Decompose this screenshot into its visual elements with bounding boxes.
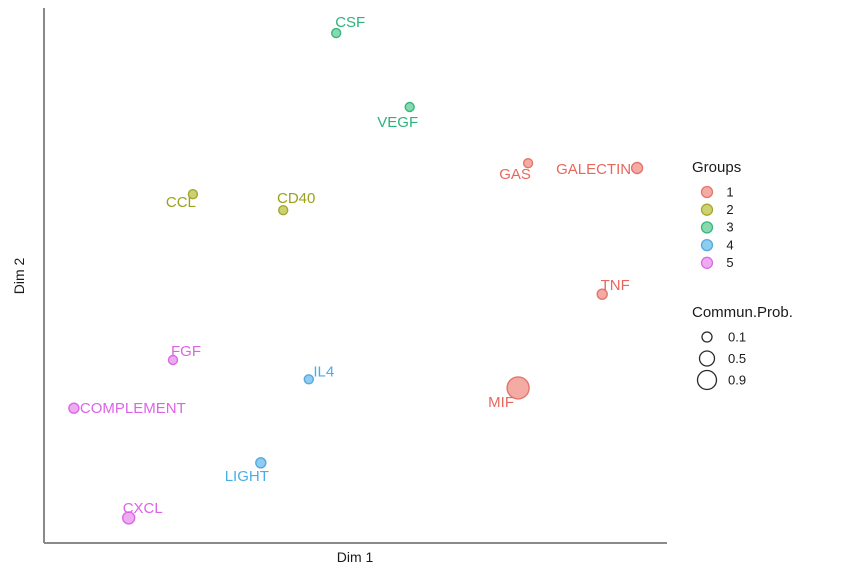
point-label-csf: CSF xyxy=(335,14,365,31)
size-label-0.9: 0.9 xyxy=(728,373,746,388)
point-label-cxcl: CXCL xyxy=(123,500,163,517)
x-axis-label: Dim 1 xyxy=(337,549,374,565)
point-label-fgf: FGF xyxy=(171,343,201,360)
point-label-tnf: TNF xyxy=(601,277,630,294)
data-points: CSF VEGF GAS GALECTIN CCL CD40 TNF FGF IL4 COMPLE… xyxy=(68,14,644,525)
group-label-2: 2 xyxy=(726,202,733,217)
groups-legend-items: 1 2 3 4 5 xyxy=(700,184,734,270)
point-label-complement: COMPLEMENT xyxy=(80,400,186,417)
point-csf xyxy=(331,27,342,39)
point-cd40 xyxy=(278,204,289,216)
group-swatch-2 xyxy=(700,203,714,216)
group-swatch-3 xyxy=(700,221,714,234)
group-swatch-1 xyxy=(700,185,714,199)
point-label-il4: IL4 xyxy=(313,363,334,380)
point-light xyxy=(255,457,267,469)
point-label-light: LIGHT xyxy=(225,468,269,485)
point-ccl xyxy=(187,188,199,200)
y-axis-label: Dim 2 xyxy=(11,258,27,295)
point-label-ccl: CCL xyxy=(166,194,196,211)
point-galectin xyxy=(630,161,644,175)
point-label-gas: GAS xyxy=(499,166,531,183)
group-swatch-4 xyxy=(700,238,714,252)
point-fgf xyxy=(167,354,179,366)
point-il4 xyxy=(303,374,314,385)
group-label-4: 4 xyxy=(726,237,733,252)
size-label-0.5: 0.5 xyxy=(728,351,746,366)
point-complement xyxy=(68,402,80,414)
size-label-0.1: 0.1 xyxy=(728,330,746,345)
point-vegf xyxy=(404,101,415,113)
size-swatch-0.9 xyxy=(696,369,718,391)
point-label-cd40: CD40 xyxy=(277,190,315,207)
point-label-galectin: GALECTIN xyxy=(556,161,631,178)
point-mif xyxy=(506,376,530,400)
groups-legend-title: Groups xyxy=(692,159,741,176)
group-label-1: 1 xyxy=(726,184,733,199)
size-legend-items: 0.1 0.5 0.9 xyxy=(696,330,746,391)
group-swatch-5 xyxy=(700,256,714,269)
point-gas xyxy=(522,157,534,169)
group-label-3: 3 xyxy=(726,220,733,235)
size-swatch-0.5 xyxy=(698,350,716,367)
point-tnf xyxy=(596,288,608,300)
size-legend-title: Commun.Prob. xyxy=(692,304,793,321)
point-label-mif: MIF xyxy=(488,394,514,411)
group-label-5: 5 xyxy=(726,255,733,270)
legend: Groups 1 2 3 4 5 Commun.Prob. 0.1 0.5 0.9 xyxy=(692,159,793,391)
point-cxcl xyxy=(121,511,136,525)
size-swatch-0.1 xyxy=(701,331,713,343)
point-label-vegf: VEGF xyxy=(377,114,418,131)
